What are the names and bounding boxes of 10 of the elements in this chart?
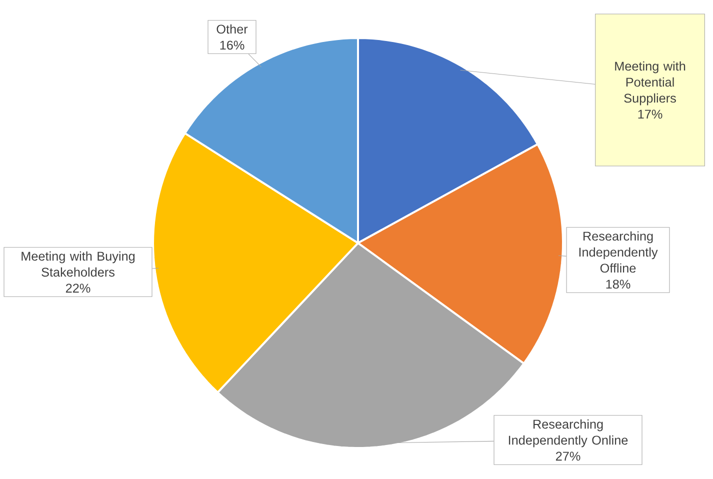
data-label: 17% [638,110,662,119]
data-label: 27% [556,452,580,461]
data-label: 22% [66,284,90,293]
data-label: 16% [220,40,244,50]
slice-label: Meeting with Buying Stakeholders [22,251,135,277]
slice-label: Researching Independently Online [508,419,628,448]
slice-label: Other [216,24,248,34]
data-label: 18% [606,280,630,289]
slice-label: Researching Independently Offline [579,231,658,273]
slice-label: Meeting with Potential Suppliers [615,61,686,106]
